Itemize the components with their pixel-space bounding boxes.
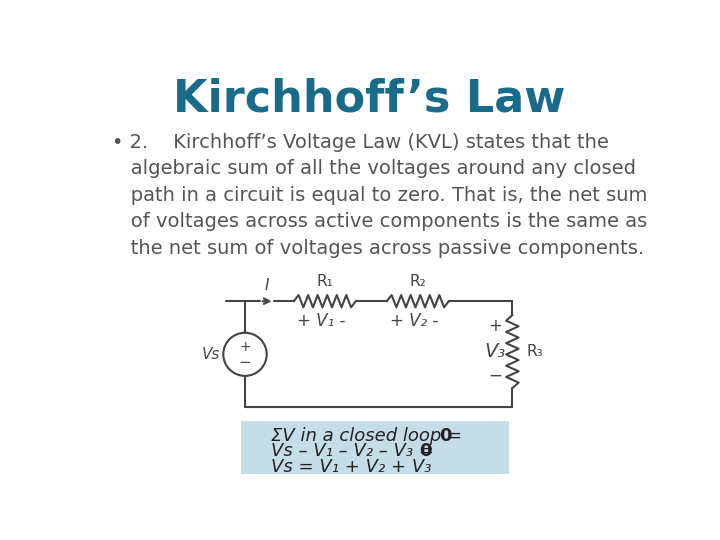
- Text: R₂: R₂: [410, 274, 426, 289]
- Text: 0: 0: [419, 442, 432, 460]
- Text: Vs = V₁ + V₂ + V₃: Vs = V₁ + V₂ + V₃: [271, 457, 431, 476]
- Text: Vs – V₁ – V₂ – V₃ =: Vs – V₁ – V₂ – V₃ =: [271, 442, 439, 460]
- Text: +: +: [239, 340, 251, 354]
- Text: −: −: [238, 355, 251, 369]
- Text: 0: 0: [439, 427, 452, 445]
- Text: + V₂ -: + V₂ -: [390, 312, 438, 330]
- Text: R₁: R₁: [317, 274, 333, 289]
- Text: I: I: [264, 279, 269, 294]
- Text: V₃: V₃: [485, 342, 506, 361]
- Text: Vs: Vs: [202, 347, 220, 362]
- Text: +: +: [488, 316, 503, 335]
- Text: + V₁ -: + V₁ -: [297, 312, 346, 330]
- Text: ΣV in a closed loop =: ΣV in a closed loop =: [271, 427, 467, 445]
- Text: R₃: R₃: [526, 344, 543, 359]
- Text: • 2.    Kirchhoff’s Voltage Law (KVL) states that the
   algebraic sum of all th: • 2. Kirchhoff’s Voltage Law (KVL) state…: [112, 132, 647, 258]
- Text: −: −: [488, 367, 503, 385]
- Text: Kirchhoff’s Law: Kirchhoff’s Law: [173, 78, 565, 121]
- FancyBboxPatch shape: [241, 421, 508, 475]
